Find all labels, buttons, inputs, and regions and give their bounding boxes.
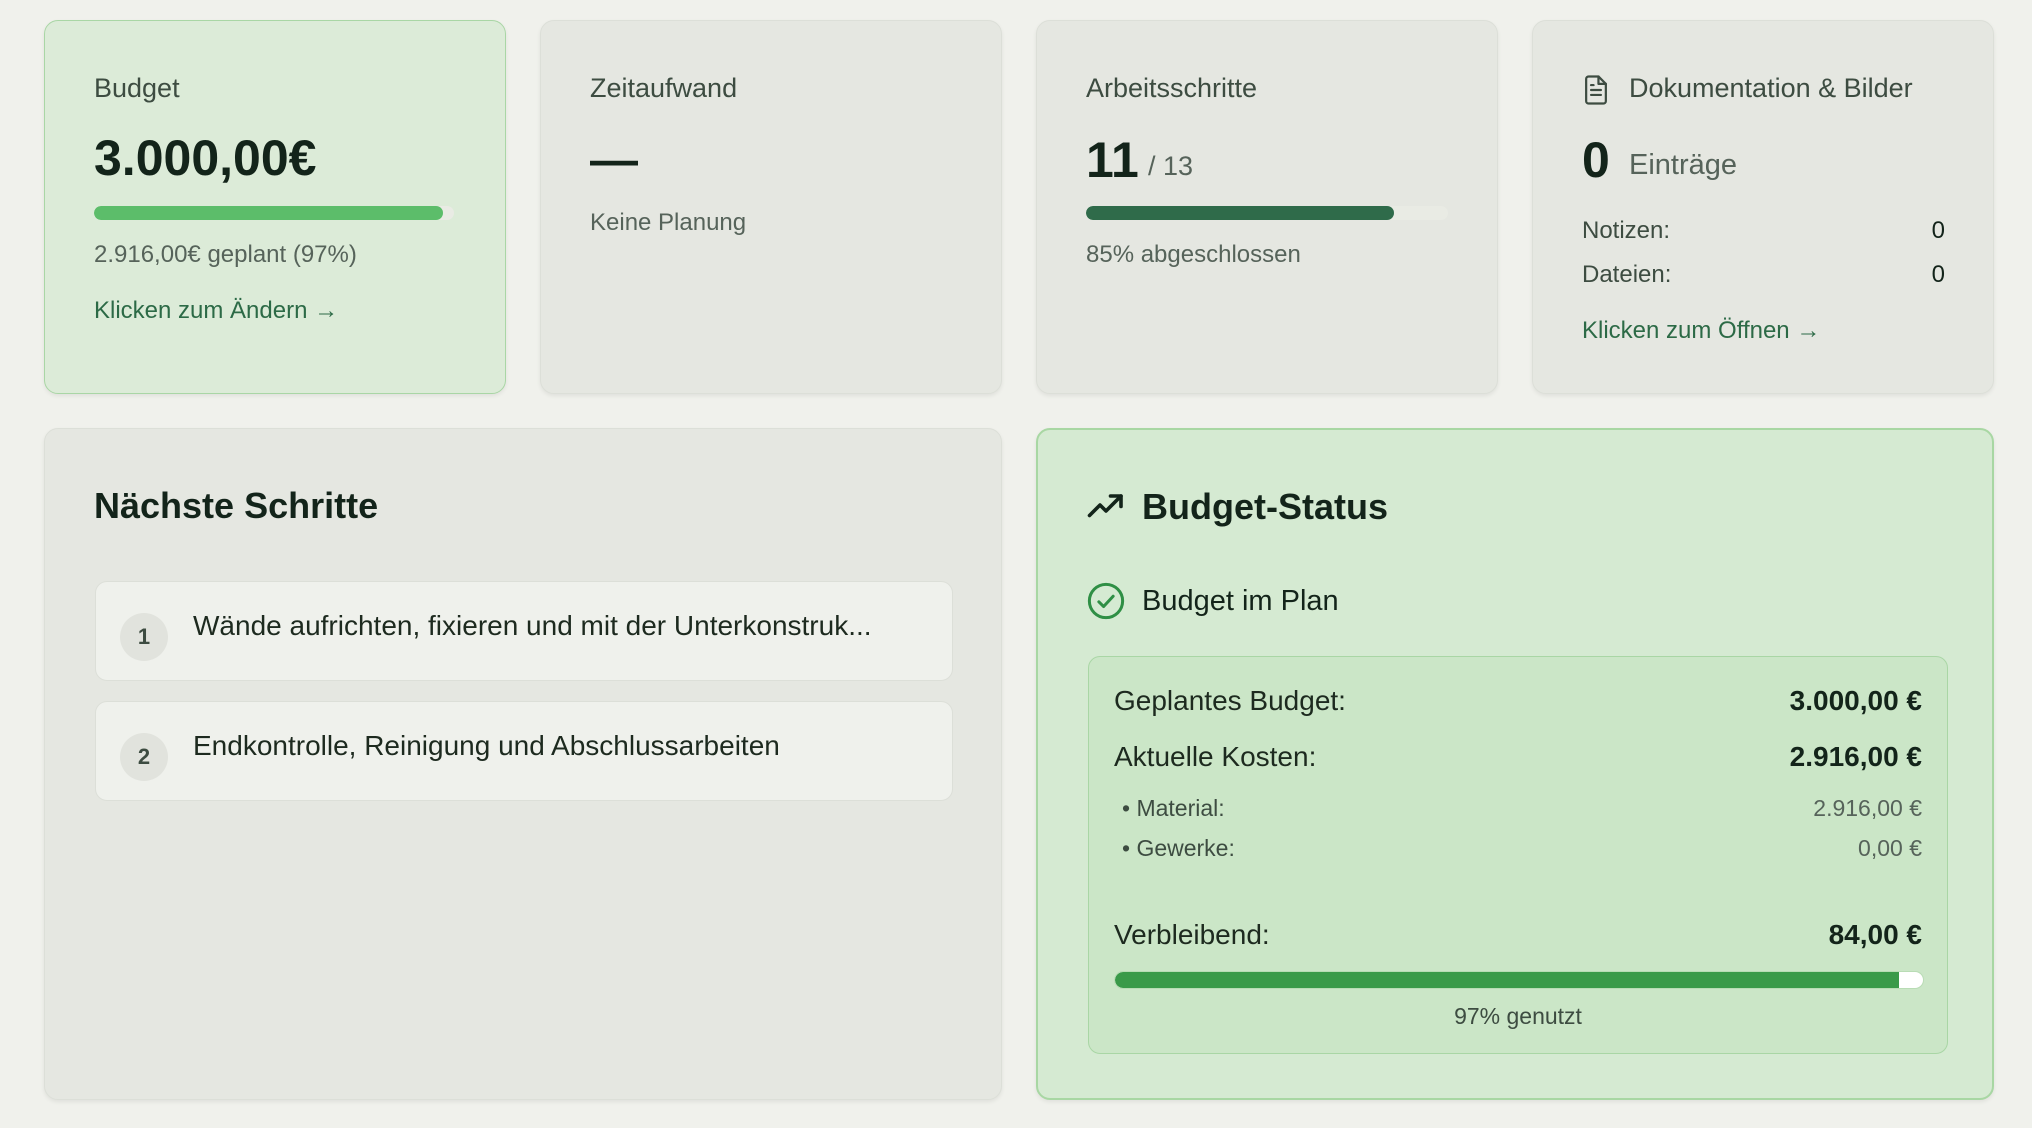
budget-status-card: Budget-Status Budget im Plan Geplantes B…	[1036, 428, 1994, 1100]
steps-status: 85% abgeschlossen	[1086, 241, 1301, 268]
remaining-value: 84,00 €	[1828, 919, 1922, 950]
budget-status-title: Budget-Status	[1142, 486, 1388, 527]
steps-total: / 13	[1148, 151, 1194, 181]
budget-amount: 3.000,00€	[94, 130, 317, 186]
trending-up-icon	[1086, 490, 1126, 525]
budget-status-text: Budget im Plan	[1142, 585, 1339, 617]
docs-notes-value: 0	[1931, 217, 1945, 244]
steps-done-count: 11	[1086, 132, 1139, 188]
budget-used-fill	[1115, 972, 1899, 988]
budget-breakdown: Geplantes Budget: 3.000,00 € Aktuelle Ko…	[1088, 656, 1948, 1054]
docs-card-title: Dokumentation & Bilder	[1629, 73, 1913, 103]
budget-planned-text: 2.916,00€ geplant (97%)	[94, 241, 357, 268]
budget-used-bar	[1114, 971, 1924, 989]
step-number: 1	[120, 613, 168, 661]
docs-files-label: Dateien:	[1582, 261, 1672, 288]
current-costs-value: 2.916,00 €	[1789, 741, 1922, 772]
step-text: Wände aufrichten, fixieren und mit der U…	[193, 610, 872, 641]
docs-files-value: 0	[1931, 261, 1945, 288]
planned-budget-value: 3.000,00 €	[1789, 685, 1922, 716]
steps-card: Arbeitsschritte 11 / 13 85% abgeschlosse…	[1036, 20, 1498, 394]
docs-card[interactable]: Dokumentation & Bilder 0 Einträge Notize…	[1532, 20, 1994, 394]
time-card-title: Zeitaufwand	[590, 73, 738, 103]
document-icon	[1581, 74, 1611, 106]
step-text: Endkontrolle, Reinigung und Abschlussarb…	[193, 730, 780, 761]
steps-progress-fill	[1086, 206, 1394, 220]
time-note: Keine Planung	[590, 209, 747, 236]
docs-count: 0	[1582, 132, 1610, 188]
check-circle-icon	[1087, 582, 1125, 625]
next-steps-title: Nächste Schritte	[94, 485, 379, 526]
planned-budget-label: Geplantes Budget:	[1114, 685, 1346, 716]
trades-value: 0,00 €	[1858, 835, 1922, 861]
next-steps-card: Nächste Schritte 1 Wände aufrichten, fix…	[44, 428, 1002, 1100]
list-item[interactable]: 2 Endkontrolle, Reinigung und Abschlussa…	[95, 701, 953, 801]
budget-progress-fill	[94, 206, 444, 220]
steps-card-title: Arbeitsschritte	[1086, 73, 1258, 103]
budget-used-text: 97% genutzt	[1454, 1003, 1582, 1029]
step-number: 2	[120, 733, 168, 781]
docs-notes-label: Notizen:	[1582, 217, 1671, 244]
budget-card[interactable]: Budget 3.000,00€ 2.916,00€ geplant (97%)…	[44, 20, 506, 394]
list-item[interactable]: 1 Wände aufrichten, fixieren und mit der…	[95, 581, 953, 681]
trades-label: • Gewerke:	[1122, 835, 1235, 861]
docs-open-link[interactable]: Klicken zum Öffnen →	[1582, 317, 1821, 344]
material-value: 2.916,00 €	[1813, 795, 1922, 821]
time-value: —	[590, 134, 638, 187]
material-label: • Material:	[1122, 795, 1225, 821]
budget-progress-bar	[94, 206, 454, 220]
budget-card-title: Budget	[94, 73, 180, 103]
current-costs-label: Aktuelle Kosten:	[1114, 741, 1317, 772]
budget-edit-link[interactable]: Klicken zum Ändern →	[94, 297, 339, 324]
time-card: Zeitaufwand — Keine Planung	[540, 20, 1002, 394]
steps-progress-bar	[1086, 206, 1448, 220]
docs-count-label: Einträge	[1629, 149, 1738, 181]
remaining-label: Verbleibend:	[1114, 919, 1270, 950]
